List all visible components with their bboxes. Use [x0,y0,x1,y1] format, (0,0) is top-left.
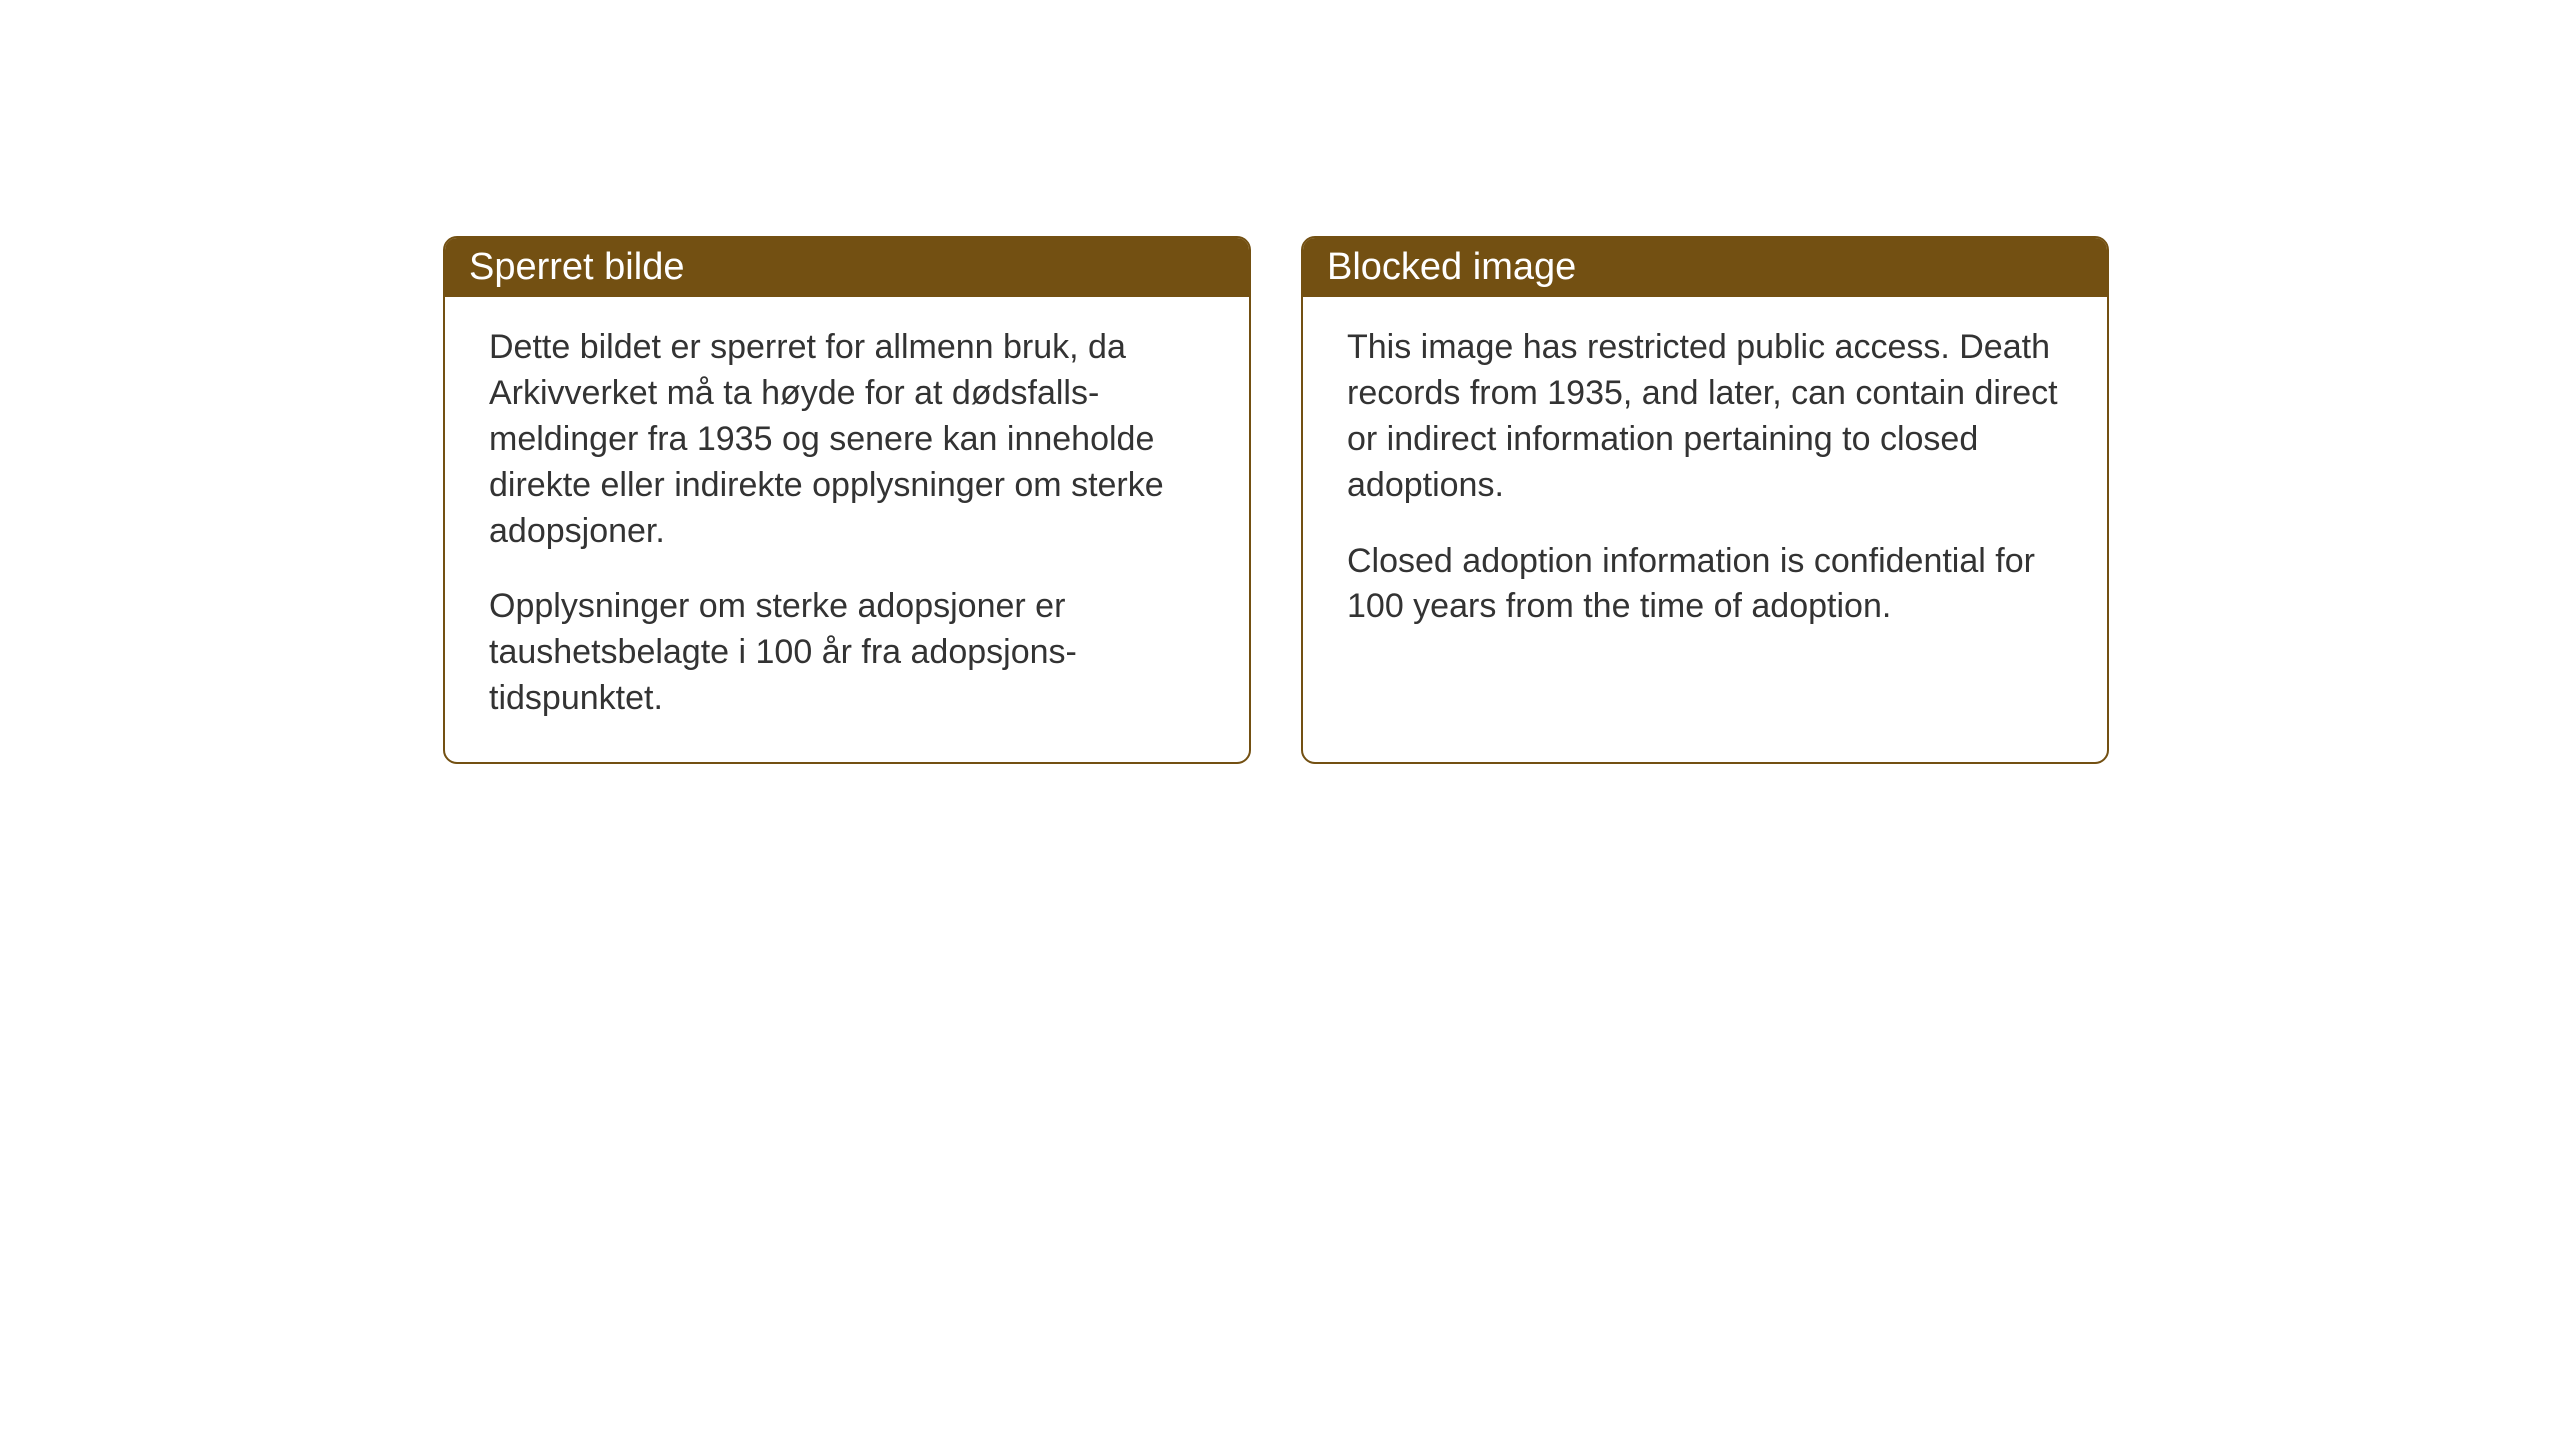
notice-body-norwegian: Dette bildet er sperret for allmenn bruk… [445,297,1249,762]
notice-header-english: Blocked image [1303,238,2107,297]
notice-text-english-p1: This image has restricted public access.… [1347,325,2063,509]
notice-text-norwegian-p1: Dette bildet er sperret for allmenn bruk… [489,325,1205,554]
notice-box-norwegian: Sperret bilde Dette bildet er sperret fo… [443,236,1251,764]
notice-header-norwegian: Sperret bilde [445,238,1249,297]
notice-container: Sperret bilde Dette bildet er sperret fo… [443,236,2109,764]
notice-body-english: This image has restricted public access.… [1303,297,2107,670]
notice-text-english-p2: Closed adoption information is confident… [1347,539,2063,631]
notice-text-norwegian-p2: Opplysninger om sterke adopsjoner er tau… [489,584,1205,722]
notice-box-english: Blocked image This image has restricted … [1301,236,2109,764]
